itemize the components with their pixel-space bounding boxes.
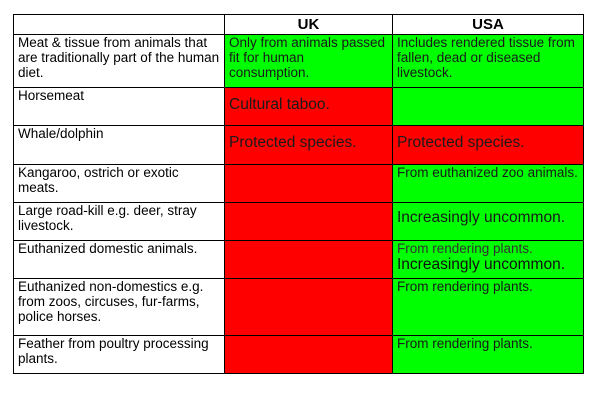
header-uk: UK	[224, 14, 393, 35]
row-label: Euthanized non-domestics e.g. from zoos,…	[13, 278, 225, 336]
uk-cell	[224, 240, 393, 279]
table-row: Whale/dolphin Protected species. Protect…	[13, 125, 584, 165]
header-blank	[13, 14, 225, 35]
row-label: Meat & tissue from animals that are trad…	[13, 34, 225, 88]
uk-cell: Protected species.	[224, 125, 393, 165]
row-label: Whale/dolphin	[13, 125, 225, 165]
uk-cell	[224, 278, 393, 336]
usa-cell-line2: Increasingly uncommon.	[397, 256, 565, 273]
uk-cell	[224, 164, 393, 203]
table-row: Meat & tissue from animals that are trad…	[13, 34, 584, 88]
usa-cell: From rendering plants.	[392, 335, 584, 374]
header-usa: USA	[392, 14, 584, 35]
table-row: Kangaroo, ostrich or exotic meats. From …	[13, 164, 584, 203]
usa-cell: From euthanized zoo animals.	[392, 164, 584, 203]
usa-cell	[392, 87, 584, 126]
usa-cell: From rendering plants. Increasingly unco…	[392, 240, 584, 279]
table-row: Large road-kill e.g. deer, stray livesto…	[13, 202, 584, 241]
row-label: Feather from poultry processing plants.	[13, 335, 225, 374]
uk-cell: Cultural taboo.	[224, 87, 393, 126]
uk-cell: Only from animals passed fit for human c…	[224, 34, 393, 88]
uk-cell	[224, 335, 393, 374]
usa-cell: Protected species.	[392, 125, 584, 165]
row-label: Kangaroo, ostrich or exotic meats.	[13, 164, 225, 203]
row-label: Horsemeat	[13, 87, 225, 126]
row-label: Large road-kill e.g. deer, stray livesto…	[13, 202, 225, 241]
usa-cell: Increasingly uncommon.	[392, 202, 584, 241]
comparison-table: UK USA Meat & tissue from animals that a…	[13, 14, 584, 374]
table-row: Horsemeat Cultural taboo.	[13, 87, 584, 126]
table-row: Euthanized non-domestics e.g. from zoos,…	[13, 278, 584, 336]
usa-cell: Includes rendered tissue from fallen, de…	[392, 34, 584, 88]
uk-cell	[224, 202, 393, 241]
header-row: UK USA	[13, 14, 584, 35]
usa-cell-line1: From rendering plants.	[397, 241, 533, 257]
table-row: Feather from poultry processing plants. …	[13, 335, 584, 374]
table-row: Euthanized domestic animals. From render…	[13, 240, 584, 279]
row-label: Euthanized domestic animals.	[13, 240, 225, 279]
usa-cell: From rendering plants.	[392, 278, 584, 336]
